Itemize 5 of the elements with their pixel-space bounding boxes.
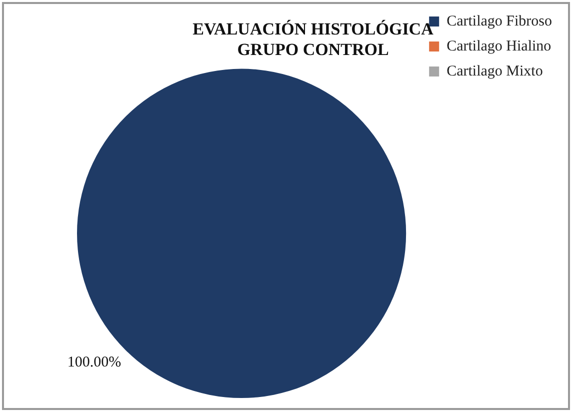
text: EVALUACIÓN HISTOLÓGICA GRUPO CONTROL — [192, 20, 434, 59]
legend-label: Cartilago Mixto — [446, 63, 543, 80]
legend-label: Cartilago Fibroso — [446, 13, 552, 30]
legend-label: Cartilago Hialino — [446, 38, 552, 54]
data-label: 100.00% — [67, 354, 122, 371]
